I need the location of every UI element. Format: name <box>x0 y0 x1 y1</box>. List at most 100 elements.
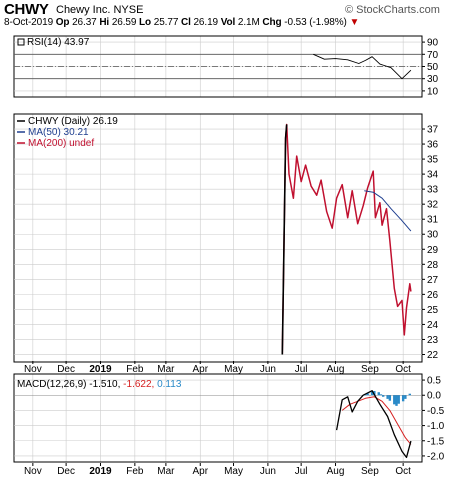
macd-signal-line <box>341 396 412 445</box>
macd-x-xtick-label: Nov <box>24 466 42 477</box>
macd-x-xtick-label: Aug <box>327 466 345 477</box>
price-ytick-label: 37 <box>427 125 439 136</box>
macd-histogram-bar <box>370 391 374 396</box>
macd-x-xtick-label: 2019 <box>89 466 112 477</box>
macd-histogram-bar <box>379 394 383 396</box>
volume-label: Vol <box>220 17 236 28</box>
close-label: Cl <box>180 17 191 28</box>
price-x-xtick-label: Feb <box>126 364 144 375</box>
brand-watermark: © StockCharts.com <box>345 4 440 16</box>
change-value: -0.53 (-1.98%) <box>284 17 347 28</box>
price-ytick-label: 32 <box>427 200 439 211</box>
price-legend-label: MA(200) undef <box>28 138 94 149</box>
price-line <box>281 123 412 355</box>
macd-line <box>335 390 412 459</box>
price-x-xtick-label: Jul <box>295 364 308 375</box>
macd-x-xtick-label: Jul <box>295 466 308 477</box>
macd-x-xtick-label: Oct <box>395 466 411 477</box>
high-value: 26.59 <box>111 17 137 28</box>
price-ytick-label: 28 <box>427 260 439 271</box>
price-ytick-label: 29 <box>427 245 439 256</box>
price-ytick-label: 25 <box>427 305 439 316</box>
price-x-xtick-label: Mar <box>157 364 175 375</box>
price-ytick-label: 24 <box>427 320 439 331</box>
price-x-xtick-label: Oct <box>395 364 411 375</box>
price-ytick-label: 31 <box>427 215 439 226</box>
macd-histogram-bar <box>386 395 389 399</box>
price-x-xtick-label: 2019 <box>89 364 112 375</box>
macd-histogram-bar <box>381 395 385 397</box>
price-x-xtick-label: Jun <box>260 364 276 375</box>
rsi-legend-label: RSI(14) 43.97 <box>27 37 90 48</box>
rsi-line <box>313 53 412 80</box>
macd-histogram-bar <box>388 395 392 401</box>
macd-histogram-bar <box>373 390 376 396</box>
macd-histogram-bar <box>404 395 407 399</box>
macd-x-xtick-label: Dec <box>57 466 75 477</box>
price-frame <box>13 113 423 363</box>
low-label: Lo <box>139 17 152 28</box>
price-legend-label: MA(50) 30.21 <box>28 127 89 138</box>
price-x-xtick-label: Apr <box>192 364 208 375</box>
macd-x-xtick-label: Mar <box>157 466 175 477</box>
quote-date: 8-Oct-2019 <box>4 17 54 28</box>
macd-x-xtick-label: Feb <box>126 466 144 477</box>
price-ytick-label: 27 <box>427 275 439 286</box>
price-ytick-label: 22 <box>427 350 439 361</box>
macd-x-xtick-label: Apr <box>192 466 208 477</box>
price-x-xtick-label: May <box>224 364 243 375</box>
macd-histogram-bar <box>401 395 405 402</box>
price-ytick-label: 30 <box>427 230 439 241</box>
macd-ytick-label: 0.5 <box>427 376 441 387</box>
price-line-initial <box>281 124 288 355</box>
low-value: 25.77 <box>153 17 179 28</box>
macd-x-xtick-label: Sep <box>361 466 379 477</box>
macd-histogram-bar <box>366 393 369 396</box>
macd-x-xtick-label: May <box>224 466 243 477</box>
macd-ytick-label: 0.0 <box>427 391 441 402</box>
price-x-xtick-label: Nov <box>24 364 42 375</box>
price-ytick-label: 34 <box>427 170 439 181</box>
price-ytick-label: 33 <box>427 185 439 196</box>
rsi-ytick-label: 90 <box>427 38 439 49</box>
macd-ytick-label: -0.5 <box>427 406 445 417</box>
rsi-legend-swatch <box>17 38 25 46</box>
company-name: Chewy Inc. NYSE <box>56 4 143 16</box>
rsi-ytick-label: 50 <box>427 62 439 73</box>
price-legend-label: CHWY (Daily) 26.19 <box>28 116 118 127</box>
macd-histogram-bar <box>393 395 396 405</box>
company-name-text: Chewy Inc. <box>56 4 111 16</box>
macd-histogram-bar <box>408 393 412 396</box>
close-value: 26.19 <box>193 17 218 28</box>
macd-legend-label: MACD(12,26,9) -1.510, -1.622, 0.113 <box>17 379 182 390</box>
macd-frame <box>13 373 423 463</box>
down-arrow-icon: ▼ <box>349 17 360 28</box>
volume-value: 2.1M <box>237 17 260 28</box>
macd-ytick-label: -1.5 <box>427 436 445 447</box>
price-ytick-label: 35 <box>427 155 439 166</box>
quote-line: 8-Oct-2019 Op 26.37 Hi 26.59 Lo 25.77 Cl… <box>4 17 359 28</box>
high-label: Hi <box>99 17 110 28</box>
exchange-label: NYSE <box>113 4 144 16</box>
macd-histogram-bar <box>364 394 367 396</box>
rsi-legend <box>17 38 25 46</box>
open-value: 26.37 <box>72 17 97 28</box>
price-ytick-label: 36 <box>427 140 439 151</box>
macd-histogram-bar <box>397 395 400 404</box>
price-ytick-label: 23 <box>427 335 439 346</box>
macd-ytick-label: -2.0 <box>427 451 445 462</box>
ticker-symbol: CHWY <box>4 1 49 18</box>
open-label: Op <box>55 17 70 28</box>
macd-ytick-label: -1.0 <box>427 421 445 432</box>
ma50-line <box>364 190 412 232</box>
macd-histogram-bar <box>395 395 398 406</box>
rsi-ytick-label: 70 <box>427 50 439 61</box>
change-label: Chg <box>262 17 282 28</box>
price-x-xtick-label: Sep <box>361 364 379 375</box>
price-x-xtick-label: Aug <box>327 364 345 375</box>
price-x-xtick-label: Dec <box>57 364 75 375</box>
rsi-ytick-label: 10 <box>427 86 439 97</box>
macd-x-xtick-label: Jun <box>260 466 276 477</box>
macd-histogram-bar <box>377 392 380 396</box>
